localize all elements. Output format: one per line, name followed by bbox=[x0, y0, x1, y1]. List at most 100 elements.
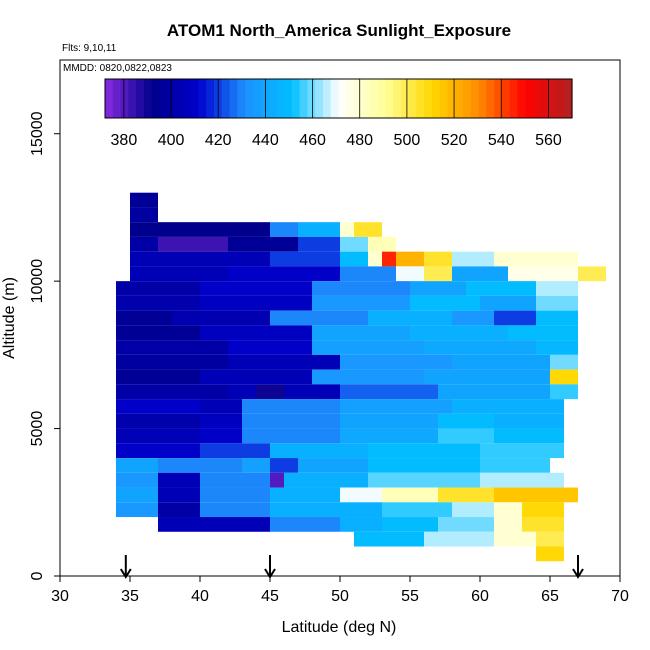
colorbar-strip bbox=[112, 79, 122, 118]
x-tick-label: 55 bbox=[401, 588, 419, 605]
heatmap-cell bbox=[116, 443, 200, 459]
heatmap-cell bbox=[200, 295, 312, 311]
heatmap-cell bbox=[438, 517, 494, 532]
heatmap-cell bbox=[200, 487, 270, 503]
heatmap-cell bbox=[480, 443, 564, 459]
heatmap-cell bbox=[536, 310, 578, 326]
colorbar-strip bbox=[377, 79, 386, 118]
heatmap-cell bbox=[480, 458, 550, 473]
heatmap-cell bbox=[270, 443, 368, 459]
latitude-arrow-head bbox=[119, 568, 132, 579]
x-tick-label: 65 bbox=[541, 588, 559, 605]
heatmap-cell bbox=[578, 266, 606, 282]
heatmap-cell bbox=[382, 487, 438, 503]
heatmap-cell bbox=[494, 502, 522, 518]
heatmap-cell bbox=[116, 384, 228, 400]
heatmap-cell bbox=[340, 266, 396, 282]
colorbar-strip bbox=[198, 79, 207, 118]
heatmap-cell bbox=[270, 251, 340, 267]
heatmap-cell bbox=[228, 340, 312, 355]
heatmap-cell bbox=[284, 384, 340, 400]
heatmap-cell bbox=[242, 413, 340, 429]
heatmap-cell bbox=[452, 251, 494, 267]
colorbar-strip bbox=[190, 79, 199, 118]
heatmap-cell bbox=[340, 517, 382, 532]
colorbar-strip bbox=[175, 79, 184, 118]
heatmap-cell bbox=[116, 458, 158, 473]
colorbar-strip bbox=[330, 79, 340, 118]
heatmap-cell bbox=[480, 472, 564, 488]
x-tick-label: 45 bbox=[261, 588, 279, 605]
colorbar-strip bbox=[229, 79, 238, 118]
colorbar-strip bbox=[447, 79, 456, 118]
heatmap-cell bbox=[228, 236, 298, 252]
heatmap-cell bbox=[228, 266, 340, 282]
colorbar-strip bbox=[408, 79, 417, 118]
x-tick-label: 30 bbox=[51, 588, 69, 605]
heatmap-cell bbox=[298, 236, 340, 252]
heatmap-cell bbox=[452, 354, 550, 370]
heatmap-cell bbox=[536, 546, 564, 562]
heatmap-cell bbox=[536, 340, 578, 355]
heatmap-cell bbox=[116, 340, 228, 355]
heatmap-cell bbox=[158, 517, 270, 532]
colorbar-strip bbox=[346, 79, 355, 118]
heatmap-cell bbox=[494, 487, 578, 503]
heatmap-cell bbox=[494, 310, 536, 326]
heatmap-cell bbox=[158, 502, 200, 518]
colorbar-frame bbox=[104, 78, 573, 119]
chart-title: ATOM1 North_America Sunlight_Exposure bbox=[167, 21, 511, 40]
heatmap-cell bbox=[508, 325, 578, 341]
heatmap-cell bbox=[452, 399, 564, 414]
heatmap-cell bbox=[522, 517, 564, 532]
heatmap-cells bbox=[116, 192, 606, 562]
colorbar-strip bbox=[299, 79, 308, 118]
colorbar-strip bbox=[470, 79, 480, 118]
colorbar-strip bbox=[501, 79, 511, 118]
heatmap-cell bbox=[382, 517, 438, 532]
heatmap-cell bbox=[340, 251, 368, 267]
heatmap-cell bbox=[382, 502, 452, 518]
y-axis: 0 5000 10000 15000 bbox=[29, 111, 60, 580]
heatmap-cell bbox=[536, 295, 578, 311]
heatmap-cell bbox=[312, 340, 424, 355]
x-axis-label: Latitude (deg N) bbox=[282, 619, 397, 636]
colorbar-strip bbox=[540, 79, 550, 118]
heatmap-cell bbox=[200, 502, 270, 518]
heatmap-cell bbox=[116, 295, 200, 311]
colorbar-tick-label: 500 bbox=[394, 132, 421, 149]
heatmap-cell bbox=[270, 310, 368, 326]
heatmap-cell bbox=[340, 399, 452, 414]
heatmap-cell bbox=[298, 222, 340, 237]
heatmap-cell bbox=[424, 251, 452, 267]
heatmap-cell bbox=[228, 354, 340, 370]
colorbar-strip bbox=[268, 79, 277, 118]
colorbar-strip bbox=[105, 79, 114, 118]
heatmap-cell bbox=[116, 399, 200, 414]
colorbar-tick-label: 380 bbox=[111, 132, 138, 149]
heatmap-cell bbox=[424, 340, 536, 355]
heatmap-cell bbox=[158, 458, 242, 473]
x-tick-label: 70 bbox=[611, 588, 629, 605]
heatmap-cell bbox=[158, 487, 200, 503]
y-tick-label: 5000 bbox=[29, 411, 46, 447]
heatmap-cell bbox=[116, 472, 158, 488]
colorbar-strip bbox=[167, 79, 176, 118]
heatmap-cell bbox=[242, 428, 340, 444]
latitude-arrow-head bbox=[264, 568, 276, 579]
colorbar-strip bbox=[120, 79, 129, 118]
colorbar-strip bbox=[431, 79, 441, 118]
colorbar-strip bbox=[463, 79, 472, 118]
heatmap-cell bbox=[522, 502, 564, 518]
colorbar-strip bbox=[136, 79, 145, 118]
heatmap-cell bbox=[270, 487, 340, 503]
colorbar-strip bbox=[385, 79, 394, 118]
heatmap-cell bbox=[340, 222, 354, 237]
colorbar-strip bbox=[338, 79, 347, 118]
heatmap-cell bbox=[452, 502, 494, 518]
colorbar-strip bbox=[369, 79, 379, 118]
heatmap-cell bbox=[116, 487, 158, 503]
colorbar-strip bbox=[509, 79, 519, 118]
colorbar-tick-label: 440 bbox=[252, 132, 279, 149]
heatmap-cell bbox=[368, 251, 382, 267]
